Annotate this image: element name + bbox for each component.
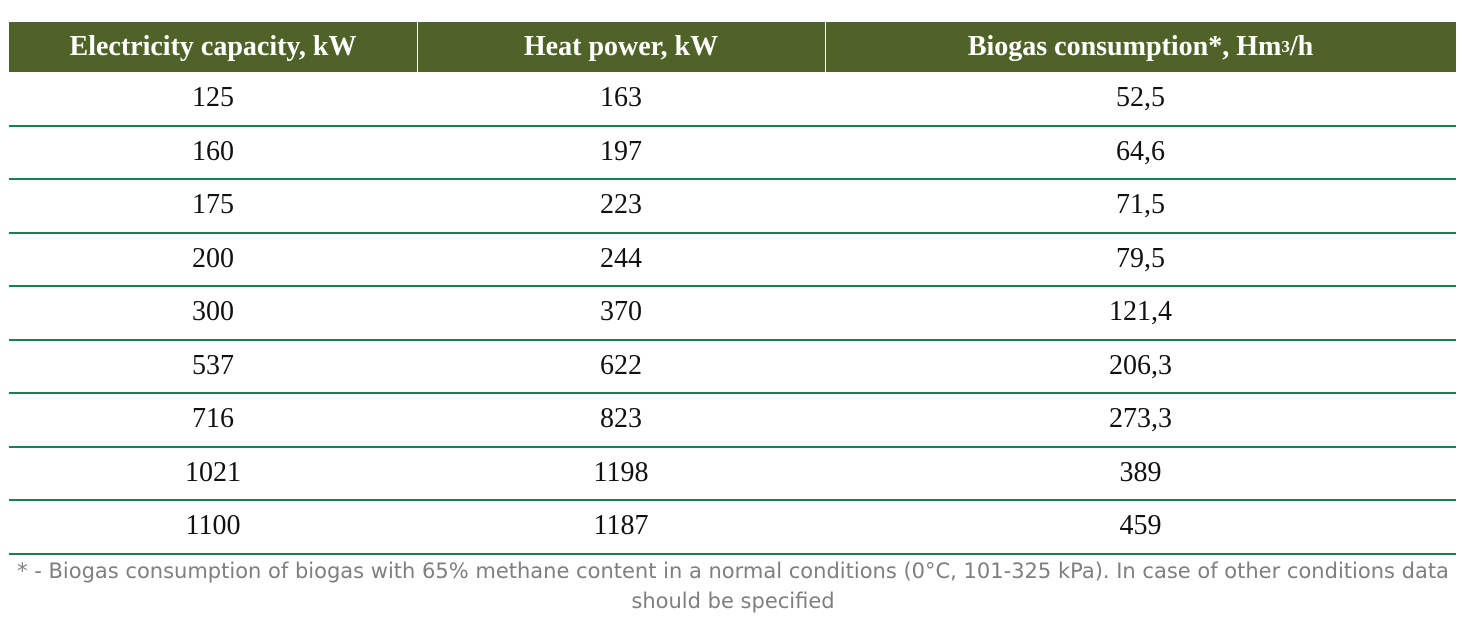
cell: 370 bbox=[600, 296, 642, 327]
cell: 71,5 bbox=[1116, 189, 1165, 220]
cell: 223 bbox=[600, 189, 642, 220]
cell: 300 bbox=[192, 296, 234, 327]
cell: 197 bbox=[600, 135, 642, 167]
cell: 125 bbox=[192, 82, 234, 113]
column-separator bbox=[417, 22, 418, 72]
footnote: * - Biogas consumption of biogas with 65… bbox=[17, 559, 1449, 613]
row-line bbox=[9, 445, 1456, 448]
cell: 1100 bbox=[185, 510, 241, 541]
header-cell: Heat power, kW bbox=[417, 22, 825, 72]
row-line bbox=[9, 499, 1456, 501]
cell: 160 bbox=[192, 135, 234, 167]
row-line bbox=[9, 392, 1456, 394]
row-line bbox=[9, 178, 1456, 180]
cell: 1187 bbox=[593, 510, 649, 541]
cell: 273,3 bbox=[1109, 403, 1172, 434]
cell: 200 bbox=[192, 242, 234, 274]
row-line bbox=[9, 124, 1456, 127]
header-text: /h bbox=[1289, 31, 1314, 62]
cell: 163 bbox=[600, 82, 642, 113]
row-line bbox=[9, 285, 1456, 287]
cell: 1198 bbox=[593, 456, 649, 488]
cell: 1021 bbox=[185, 456, 241, 488]
cell: 175 bbox=[192, 189, 234, 220]
cell: 537 bbox=[192, 349, 234, 381]
cell: 823 bbox=[600, 403, 642, 434]
cell: 716 bbox=[192, 403, 234, 434]
row-line bbox=[9, 338, 1456, 341]
column-separator bbox=[825, 22, 826, 72]
cell: 244 bbox=[600, 242, 642, 274]
header-text: Heat power, kW bbox=[523, 31, 719, 62]
cell: 622 bbox=[600, 349, 642, 381]
cell: 206,3 bbox=[1109, 349, 1172, 381]
cell: 459 bbox=[1119, 510, 1162, 541]
cell: 79,5 bbox=[1116, 242, 1165, 274]
cell: 389 bbox=[1119, 456, 1162, 488]
cell: 52,5 bbox=[1116, 82, 1165, 113]
header-cell: Biogas consumption*, Hm 3/h bbox=[825, 22, 1456, 72]
cell: 64,6 bbox=[1116, 135, 1165, 167]
header-text: Biogas consumption*, Hm bbox=[967, 31, 1282, 62]
row-line bbox=[9, 552, 1456, 555]
cell: 121,4 bbox=[1109, 296, 1172, 327]
header-text: Electricity capacity, kW bbox=[69, 31, 357, 62]
header-cell: Electricity capacity, kW bbox=[9, 22, 417, 72]
row-line bbox=[9, 231, 1456, 234]
